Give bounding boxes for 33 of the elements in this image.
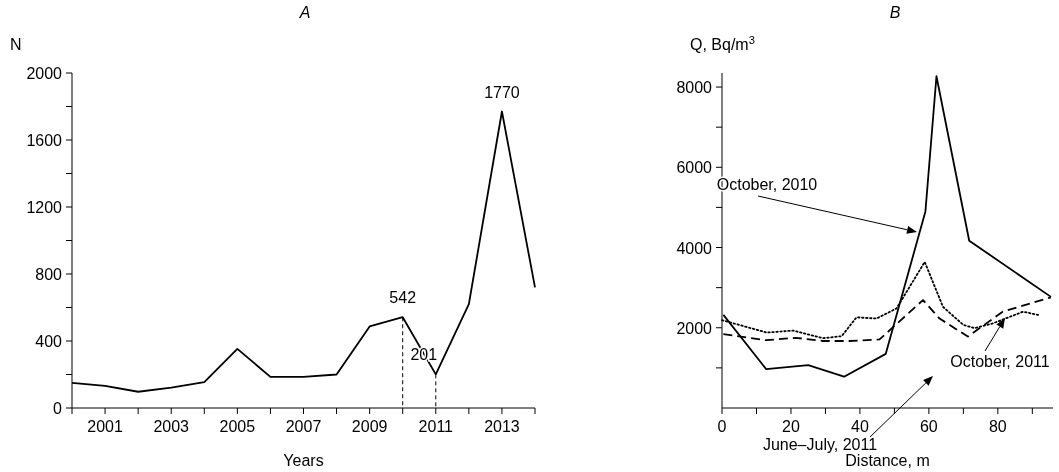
x-tick-label: 60 (919, 418, 938, 435)
y-axis-title: Q, Bq/m$^{3}$ (690, 34, 755, 53)
y-tick-label: 0 (53, 400, 63, 417)
y-tick-label: 800 (35, 266, 63, 283)
y-tick-label: 6000 (676, 159, 713, 177)
x-axis-title: Distance, m (845, 452, 930, 469)
x-tick-label: 2005 (219, 418, 256, 435)
x-tick-label: 20 (782, 418, 800, 435)
y-tick-label: 4000 (676, 239, 713, 257)
x-tick-label: 2001 (87, 418, 123, 435)
x-tick-label: 2003 (153, 418, 190, 435)
y-tick-label: 1200 (26, 199, 63, 216)
annotation: 1770 (484, 83, 520, 101)
annotation: October, 2011 (950, 353, 1050, 370)
x-tick-label: 2007 (285, 418, 322, 435)
x-tick-label: 80 (988, 418, 1007, 435)
text: June–July, 2011 (762, 436, 878, 453)
y-tick-label: 2000 (26, 65, 63, 82)
x-axis-title: Years (283, 452, 324, 469)
x-tick-label: 2009 (351, 418, 388, 435)
x-tick-label: 0 (717, 418, 727, 435)
chart-title: B (889, 4, 901, 21)
y-tick-label: 1600 (26, 132, 63, 149)
y-tick-label: 8000 (676, 79, 713, 97)
annotation: 542 (389, 289, 417, 307)
y-axis-title: N (10, 36, 22, 53)
x-tick-label: 2011 (418, 418, 454, 435)
y-tick-label: 400 (35, 333, 63, 350)
annotation: October, 2010 (716, 176, 818, 193)
x-tick-label: 40 (851, 418, 869, 435)
y-tick-label: 2000 (676, 319, 713, 337)
x-tick-label: 2013 (484, 418, 520, 435)
chart-title: A (298, 4, 311, 21)
